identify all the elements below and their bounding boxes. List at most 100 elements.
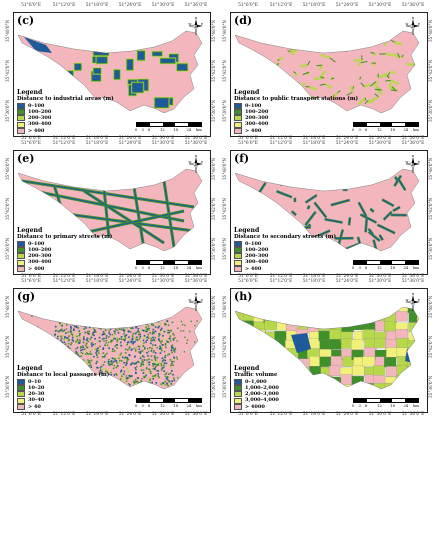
longitude-label: 51°12'0"E [269,136,293,141]
longitude-label: 51°12'0"E [52,412,76,417]
legend-item-label: > 40 [28,403,41,410]
longitude-label: 51°6'0"E [238,274,258,279]
scale-ticks: 0 3 6 12 18 24 km [352,127,419,133]
legend-swatch [17,378,25,385]
right-latitude-labels: 35°48'0"N 35°42'0"N 35°36'0"N [427,150,434,273]
map-area [17,306,203,390]
legend-swatch [234,102,242,109]
legend-item-label: 100–200 [28,108,52,115]
map-frame: (g) N S W E Legend Distance to local pas… [13,288,211,413]
scale-ticks: 0 3 6 12 18 24 km [134,403,202,409]
legend-item: 3,000–4,000 [234,397,279,404]
map-panel-g: 51°6'0"E 51°12'0"E 51°18'0"E 51°24'0"E 51°30… [3,278,216,417]
legend-title: Legend [234,88,260,96]
svg-text:W: W [188,22,191,26]
longitude-label: 51°18'0"E [85,279,109,284]
top-longitude-labels: 51°6'0"E 51°12'0"E 51°18'0"E 51°24'0"E 51°30… [230,3,426,11]
legend: Legend Distance to local passages (m) 0–… [17,365,109,410]
legend-item: > 40 [17,404,109,410]
svg-text:W: W [405,22,408,26]
legend-item: 10–20 [17,385,109,391]
legend-swatch [17,108,25,115]
longitude-label: 51°24'0"E [335,3,359,8]
longitude-label: 51°30'0"E [368,3,392,8]
longitude-label: 51°18'0"E [85,3,109,8]
legend-item-label: 0–100 [28,102,45,109]
bottom-longitude-labels: 51°6'0"E 51°12'0"E 51°18'0"E 51°24'0"E 51°30… [13,412,209,420]
longitude-label: 51°12'0"E [52,136,76,141]
legend-item: 0–1,000 [234,379,279,385]
longitude-label: 51°24'0"E [118,274,142,279]
longitude-label: 51°12'0"E [52,141,76,146]
latitude-label: 35°48'0"N [5,157,10,180]
legend-item-label: > 400 [28,265,45,272]
legend-item-label: 0–100 [245,102,262,109]
longitude-label: 51°30'0"E [151,3,175,8]
scale-tick-label: 12 [160,127,165,132]
scale-tick-label: 24 [403,127,409,132]
legend-swatch [234,378,242,385]
left-latitude-labels: 35°48'0"N 35°42'0"N 35°36'0"N [4,288,12,411]
scale-unit: km [196,265,202,270]
scale-tick-label: 18 [173,403,178,408]
scale-bar: 0 3 6 12 18 24 km [351,260,419,270]
longitude-label: 51°24'0"E [118,141,142,146]
map-frame: (e) N S W E Legend Distance to primary s… [13,150,211,275]
legend-subtitle: Distance to local passages (m) [17,371,110,378]
legend-item: 30–40 [17,397,109,404]
latitude-label: 35°42'0"N [222,197,227,220]
legend-title: Legend [234,226,260,234]
legend-item-label: 100–200 [245,108,269,115]
scale-bar: 0 3 6 12 18 24 km [135,260,202,270]
legend-swatch [17,253,25,260]
scale-tick-label: 0 [351,265,355,270]
latitude-label: 35°36'0"N [5,237,10,260]
longitude-label: 51°18'0"E [85,274,109,279]
legend-item-label: 300–400 [28,259,52,266]
panel-label: (f) [234,152,250,165]
legend-subtitle: Distance to secondary streets (m) [234,233,337,240]
latitude-label: 35°48'0"N [222,295,227,318]
legend-item-label: > 4000 [245,403,265,410]
legend-swatch [234,265,242,272]
longitude-label: 51°24'0"E [118,136,142,141]
svg-text:N: N [195,155,197,158]
north-arrow-icon: N S W E [405,154,421,174]
latitude-label: 35°36'0"N [428,99,433,122]
scale-tick-label: 24 [186,403,192,408]
legend-item-label: 1,000–2,000 [245,384,279,391]
map-area [234,168,420,252]
scale-tick-label: 18 [390,403,395,408]
scale-bar: 0 3 6 12 18 24 km [134,398,202,409]
longitude-label: 51°30'0"E [151,274,175,279]
panel-label: (h) [234,290,253,303]
longitude-label: 51°30'0"E [368,141,392,146]
scale-tick-label: 24 [186,265,192,270]
scale-unit: km [413,127,419,132]
legend-swatch [17,391,25,398]
legend-swatch [17,384,25,391]
svg-text:N: N [412,155,414,158]
map-frame: (h) N S W E Legend Traffic volume 0–1,00… [230,288,428,413]
svg-text:E: E [201,298,203,302]
latitude-label: 35°48'0"N [428,295,433,318]
latitude-label: 35°42'0"N [428,59,433,82]
legend-swatch [17,259,25,266]
legend-swatch [17,403,25,410]
legend-item: > 400 [234,128,358,134]
legend-subtitle: Distance to industrial areas (m) [17,95,114,102]
legend-item: 100–200 [234,109,358,115]
legend-swatch [17,121,25,128]
scale-tick-label: 6 [148,403,151,408]
legend-item: 300–400 [17,121,114,128]
svg-text:E: E [201,160,203,164]
scale-unit: km [413,265,419,270]
legend-item-label: 200–300 [245,253,269,260]
scale-bar: 0 3 6 12 18 24 km [135,122,202,132]
svg-text:S: S [412,32,414,35]
latitude-label: 35°42'0"N [222,59,227,82]
top-longitude-labels: 51°6'0"E 51°12'0"E 51°18'0"E 51°24'0"E 51°30… [13,3,209,11]
scale-tick-label: 24 [186,127,192,132]
longitude-label: 51°30'0"E [151,412,175,417]
scale-tick-label: 0 [134,403,138,408]
